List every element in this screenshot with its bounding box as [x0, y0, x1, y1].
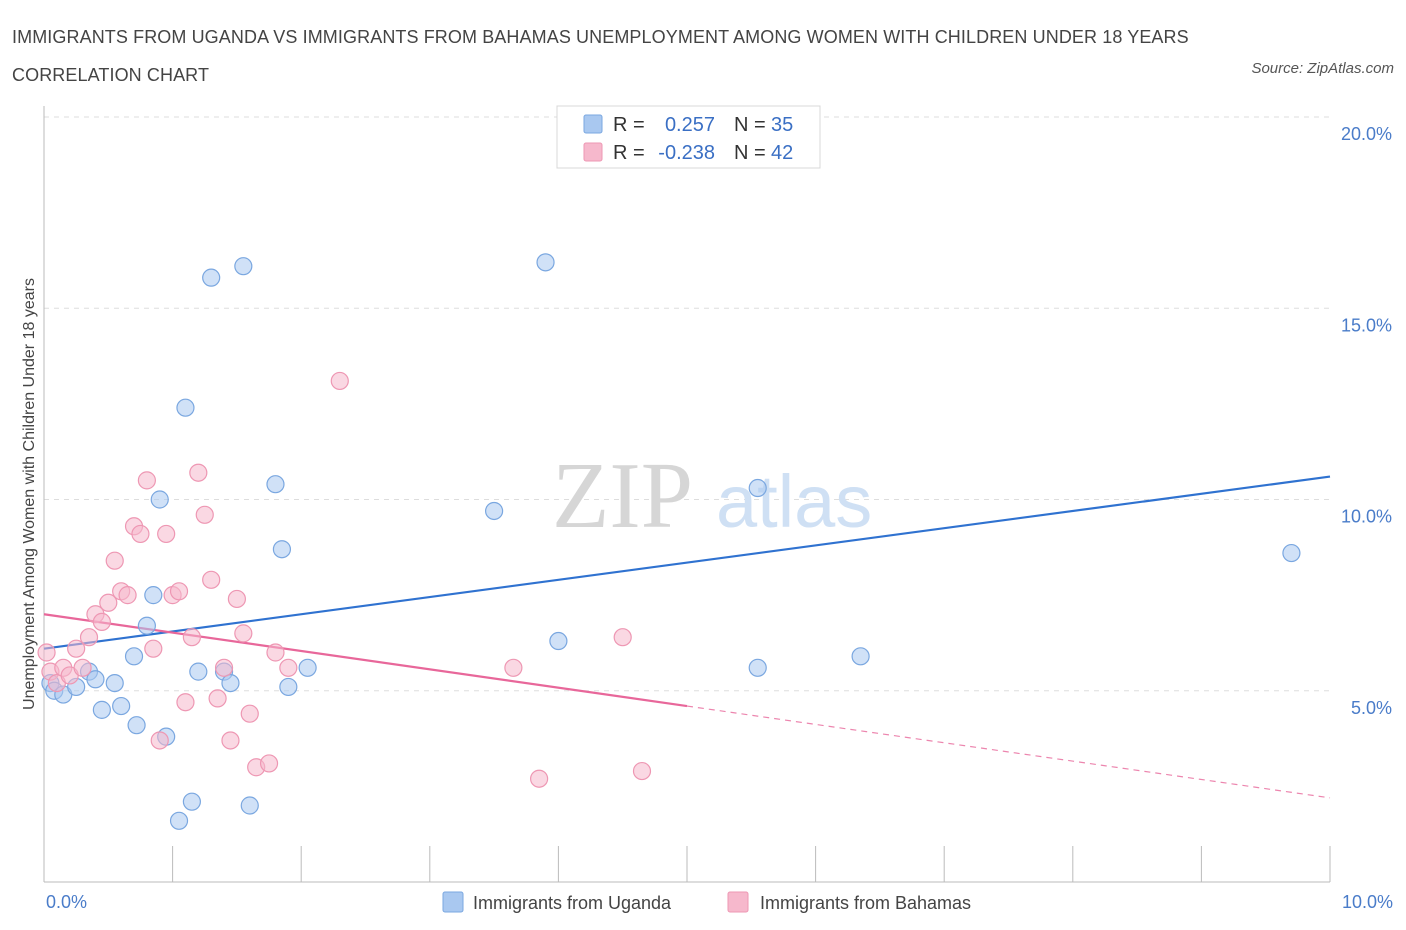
point-uganda [536, 253, 555, 272]
point-uganda [86, 670, 105, 689]
point-uganda [127, 716, 146, 735]
point-bahamas [266, 643, 285, 662]
point-bahamas [105, 551, 124, 570]
point-bahamas [632, 761, 652, 781]
legend-bottom: Immigrants from Uganda Immigrants from B… [442, 891, 971, 913]
point-uganda [92, 700, 111, 719]
point-bahamas [182, 628, 201, 647]
point-uganda [144, 586, 163, 605]
data-points [37, 253, 1301, 830]
legend-bottom-uganda-swatch [442, 891, 464, 913]
point-uganda [169, 811, 189, 830]
watermark: ZIP atlas [552, 444, 872, 548]
point-uganda [189, 662, 208, 681]
x-tick-label: 10.0% [1342, 892, 1393, 912]
legend-top: R = 0.257 N = 35 R = -0.238 N = 42 [556, 105, 821, 169]
point-uganda [851, 647, 870, 666]
point-uganda [272, 540, 292, 559]
point-bahamas [137, 471, 156, 490]
point-bahamas [176, 693, 195, 712]
watermark-zip: ZIP [552, 444, 693, 548]
point-uganda [240, 796, 259, 815]
legend-uganda-r-value: 0.257 [665, 114, 715, 136]
point-uganda [105, 673, 124, 693]
point-bahamas [227, 589, 246, 609]
point-uganda [266, 475, 285, 494]
point-bahamas [279, 658, 298, 677]
point-bahamas [330, 371, 349, 391]
y-tick-label: 20.0% [1341, 124, 1392, 144]
point-uganda [748, 478, 767, 498]
point-uganda [298, 658, 317, 677]
y-axis-label: Unemployment Among Women with Children U… [21, 278, 38, 710]
point-bahamas [189, 463, 208, 482]
point-bahamas [613, 628, 632, 647]
point-uganda [221, 673, 240, 693]
chart-source: Source: ZipAtlas.com [1251, 60, 1394, 77]
y-tick-labels: 5.0% 10.0% 15.0% 20.0% [1341, 124, 1392, 718]
legend-bottom-bahamas-label: Immigrants from Bahamas [760, 893, 971, 913]
point-bahamas [150, 731, 169, 750]
trend-line-uganda [43, 475, 1331, 650]
point-bahamas [169, 582, 189, 601]
x-tick-labels: 0.0% 10.0% [46, 892, 1393, 912]
trend-line-bahamas-dashed [686, 705, 1331, 799]
point-bahamas [144, 639, 163, 658]
point-uganda [124, 647, 144, 666]
point-uganda [202, 268, 221, 287]
legend-uganda-n-label: N = [734, 114, 766, 136]
point-bahamas [92, 612, 111, 632]
legend-bottom-bahamas-swatch [727, 891, 749, 913]
legend-bahamas-n-value: 42 [771, 142, 793, 164]
point-bahamas [157, 524, 176, 544]
x-tick-label: 0.0% [46, 892, 87, 912]
y-tick-label: 10.0% [1341, 507, 1392, 527]
legend-uganda-swatch [583, 114, 603, 134]
chart-title: IMMIGRANTS FROM UGANDA VS IMMIGRANTS FRO… [12, 27, 1189, 85]
point-uganda [112, 696, 131, 716]
watermark-atlas: atlas [716, 460, 872, 543]
point-uganda [150, 490, 169, 509]
point-bahamas [214, 658, 234, 677]
point-bahamas [67, 639, 86, 658]
legend-bahamas-r-label: R = [613, 142, 645, 164]
point-bahamas [99, 593, 118, 612]
point-uganda [279, 677, 298, 697]
point-bahamas [79, 628, 99, 647]
point-bahamas [202, 570, 221, 589]
legend-uganda-n-value: 35 [771, 114, 793, 136]
legend-bahamas-swatch [583, 142, 603, 162]
point-uganda [1282, 543, 1301, 563]
point-uganda [137, 616, 156, 635]
point-bahamas [504, 658, 523, 677]
point-uganda [485, 501, 504, 521]
point-bahamas [240, 704, 259, 723]
point-uganda [748, 658, 767, 677]
y-tick-label: 15.0% [1341, 315, 1392, 335]
point-bahamas [530, 769, 549, 788]
point-uganda [549, 631, 568, 651]
point-uganda [176, 398, 195, 417]
legend-uganda-r-label: R = [613, 114, 645, 136]
point-uganda [182, 792, 201, 811]
point-bahamas [221, 731, 240, 750]
point-bahamas [234, 624, 253, 643]
point-bahamas [208, 689, 227, 708]
legend-bahamas-n-label: N = [734, 142, 766, 164]
point-uganda [234, 257, 253, 276]
point-bahamas [37, 643, 56, 662]
point-bahamas [259, 754, 279, 773]
legend-bottom-uganda-label: Immigrants from Uganda [473, 893, 672, 913]
legend-bahamas-r-value: -0.238 [658, 142, 715, 164]
point-bahamas [118, 586, 137, 605]
x-tick-marks [43, 846, 1331, 882]
point-bahamas [195, 505, 214, 524]
point-bahamas [73, 658, 92, 677]
y-tick-label: 5.0% [1351, 698, 1392, 718]
point-bahamas [131, 524, 150, 544]
